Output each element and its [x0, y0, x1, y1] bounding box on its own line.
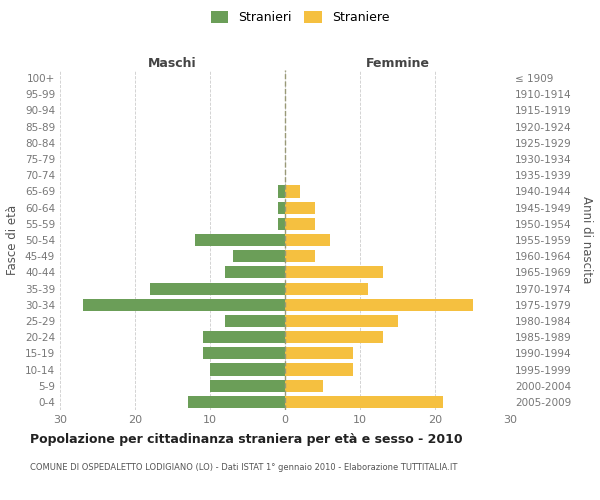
Bar [210, 364, 285, 376]
Bar [285, 234, 330, 246]
Bar [285, 202, 315, 213]
Text: Femmine: Femmine [365, 57, 430, 70]
Bar [285, 364, 353, 376]
Bar [285, 250, 315, 262]
Bar [285, 282, 367, 294]
Bar [233, 250, 285, 262]
Bar [285, 315, 398, 327]
Bar [285, 348, 353, 360]
Bar [83, 298, 285, 311]
Bar [203, 331, 285, 343]
Legend: Stranieri, Straniere: Stranieri, Straniere [211, 11, 389, 24]
Bar [210, 380, 285, 392]
Bar [277, 218, 285, 230]
Bar [225, 266, 285, 278]
Text: Maschi: Maschi [148, 57, 197, 70]
Bar [285, 396, 443, 408]
Bar [150, 282, 285, 294]
Bar [195, 234, 285, 246]
Bar [285, 331, 383, 343]
Y-axis label: Anni di nascita: Anni di nascita [580, 196, 593, 284]
Bar [285, 186, 300, 198]
Bar [285, 266, 383, 278]
Bar [277, 186, 285, 198]
Bar [285, 298, 473, 311]
Bar [225, 315, 285, 327]
Text: COMUNE DI OSPEDALETTO LODIGIANO (LO) - Dati ISTAT 1° gennaio 2010 - Elaborazione: COMUNE DI OSPEDALETTO LODIGIANO (LO) - D… [30, 463, 457, 472]
Bar [203, 348, 285, 360]
Bar [277, 202, 285, 213]
Bar [285, 380, 323, 392]
Bar [285, 218, 315, 230]
Text: Popolazione per cittadinanza straniera per età e sesso - 2010: Popolazione per cittadinanza straniera p… [30, 432, 463, 446]
Bar [187, 396, 285, 408]
Y-axis label: Fasce di età: Fasce di età [7, 205, 19, 275]
